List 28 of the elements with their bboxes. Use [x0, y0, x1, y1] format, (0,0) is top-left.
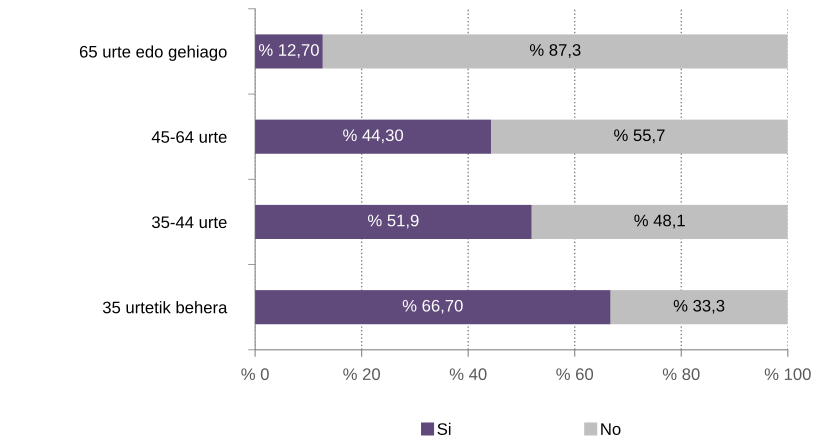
x-tick-label: % 100 [764, 368, 811, 380]
y-tick-label: 65 urte edo gehiago [80, 45, 227, 61]
data-label: % 12,70 [258, 44, 319, 58]
data-label: % 33,3 [674, 300, 724, 314]
data-label: % 87,3 [530, 44, 580, 58]
x-tick-label: % 40 [450, 368, 487, 380]
data-label: % 44,30 [343, 129, 404, 144]
bar [255, 120, 492, 154]
data-label: % 66,70 [402, 300, 463, 314]
legend-label: Si [437, 422, 450, 436]
bar [491, 120, 788, 154]
bar [532, 204, 788, 239]
legend-label: No [601, 423, 620, 436]
data-label: % 48,1 [634, 214, 685, 228]
bar [322, 34, 788, 68]
data-label: % 51,9 [368, 214, 418, 228]
y-tick-label: 35 urtetik behera [102, 301, 228, 314]
x-tick-label: % 0 [241, 368, 269, 380]
x-tick-label: % 60 [556, 368, 594, 380]
bar [610, 290, 788, 324]
x-tick-label: % 80 [662, 368, 700, 380]
y-tick-label: 35-44 urte [152, 216, 227, 228]
data-label: % 55,7 [614, 129, 665, 144]
bar [255, 34, 323, 68]
bar [255, 290, 610, 324]
bar [255, 204, 532, 239]
x-tick-label: % 20 [343, 368, 380, 380]
y-tick-label: 45-64 urte [152, 131, 227, 143]
